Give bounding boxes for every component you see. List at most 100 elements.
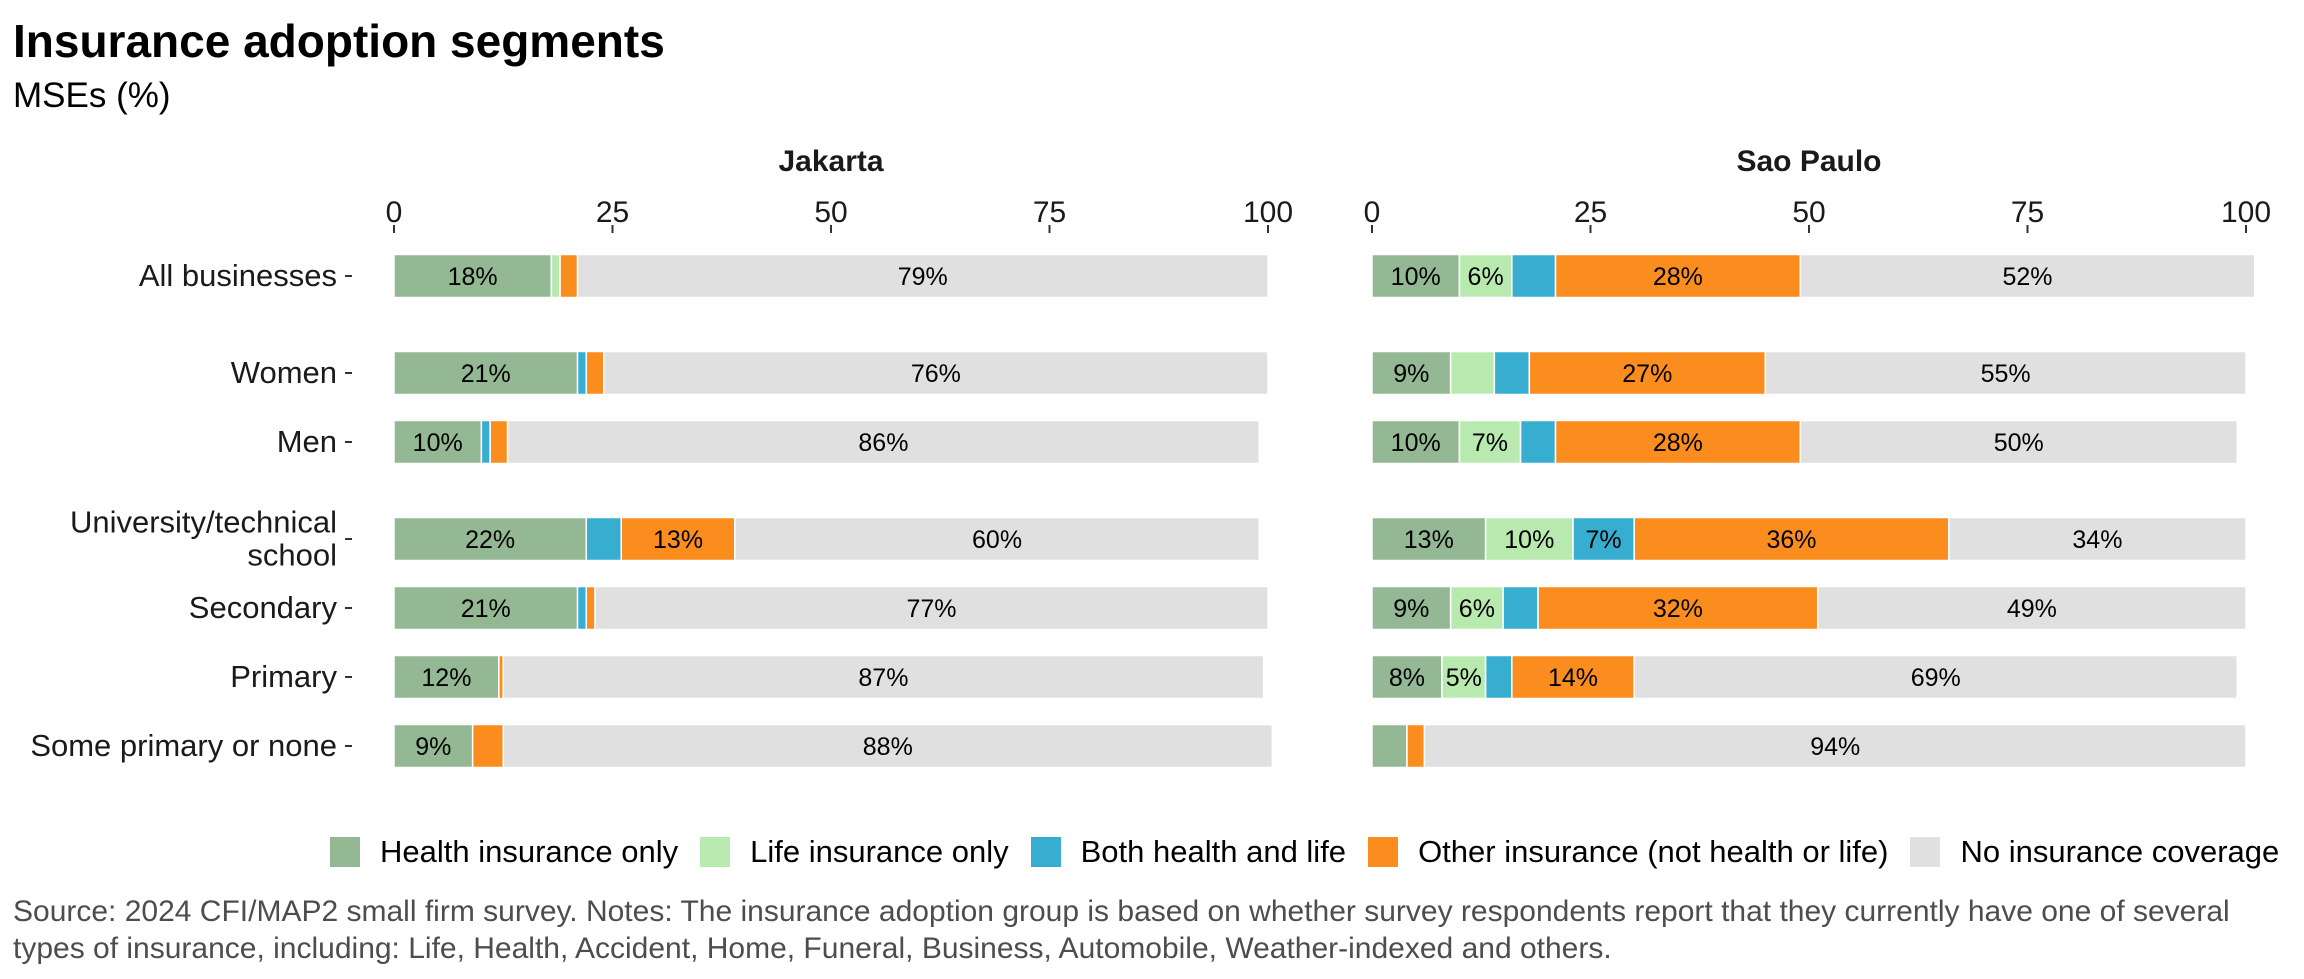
bar-segment	[1371, 253, 1461, 299]
data-label: 77%	[906, 595, 956, 623]
data-label: 13%	[1404, 526, 1454, 554]
data-label: 88%	[863, 733, 913, 761]
data-label: 32%	[1653, 595, 1703, 623]
data-label: 6%	[1459, 595, 1495, 623]
legend-label: Both health and life	[1080, 834, 1347, 869]
data-label: 60%	[972, 526, 1022, 554]
bar-segment	[1537, 585, 1819, 631]
panel-title: Jakarta	[778, 145, 883, 178]
bar-segment	[1449, 350, 1496, 396]
panel-title: Sao Paulo	[1736, 145, 1881, 178]
data-label: 8%	[1389, 664, 1425, 692]
legend-swatch	[1910, 837, 1941, 867]
data-label: 7%	[1586, 526, 1622, 554]
x-tick-label: 50	[814, 196, 847, 229]
bar-segment	[1406, 723, 1426, 769]
bar-segment	[393, 253, 553, 299]
data-label: 6%	[1468, 263, 1504, 291]
y-tick-label: All businesses	[139, 258, 337, 293]
legend-item: Health insurance only	[330, 834, 678, 870]
bar-segment	[1484, 654, 1513, 700]
bar-segment	[1423, 723, 2247, 769]
bar-segment	[1441, 654, 1487, 700]
x-tick-label: 25	[1574, 196, 1607, 229]
bar-segment	[1633, 654, 2239, 700]
bar-segment	[1371, 350, 1452, 396]
x-tick-label: 75	[2011, 196, 2044, 229]
data-label: 34%	[2072, 526, 2122, 554]
x-tick-label: 75	[1033, 196, 1066, 229]
bar-segment	[576, 253, 1269, 299]
bar-segment	[1764, 350, 2247, 396]
x-tick-label: 50	[1792, 196, 1825, 229]
bar-segment	[393, 419, 483, 465]
data-label: 87%	[858, 664, 908, 692]
x-tick-label: 25	[596, 196, 629, 229]
legend-swatch	[1030, 837, 1061, 867]
legend-item: Life insurance only	[700, 834, 1009, 870]
bar-segment	[1519, 419, 1557, 465]
bar-segment	[585, 516, 622, 562]
data-label: 52%	[2002, 263, 2052, 291]
x-tick-label: 100	[1243, 196, 1293, 229]
data-label: 18%	[448, 263, 498, 291]
bar-segment	[594, 585, 1269, 631]
bar-segment	[1371, 585, 1452, 631]
bar-segment	[1799, 419, 2239, 465]
bar-segment	[1371, 723, 1408, 769]
y-tick-label: University/technical	[70, 505, 337, 540]
data-label: 28%	[1653, 263, 1703, 291]
bar-segment	[1554, 419, 1802, 465]
bar-segment	[576, 350, 588, 396]
bar-segment	[1528, 350, 1767, 396]
data-label: 12%	[421, 664, 471, 692]
data-label: 36%	[1766, 526, 1816, 554]
y-tick-label: Primary	[230, 659, 337, 694]
chart-title: Insurance adoption segments	[13, 15, 665, 67]
data-label: 10%	[1391, 429, 1441, 457]
bar-segment	[1484, 516, 1574, 562]
bar-segment	[506, 419, 1261, 465]
legend-swatch	[1368, 837, 1399, 867]
data-label: 10%	[1504, 526, 1554, 554]
legend-swatch	[700, 837, 731, 867]
y-tick-label: Women	[231, 355, 337, 390]
bar-segment	[502, 723, 1274, 769]
bar-segment	[393, 654, 500, 700]
chart-plot: Jakarta 0 25 50 75 100 18% 79% 21% 76% 10% 86% 22% 13…	[30, 145, 2271, 769]
bar-segment	[393, 585, 579, 631]
bar-segment	[1511, 253, 1557, 299]
bar-segment	[1458, 419, 1522, 465]
data-label: 50%	[1994, 429, 2044, 457]
data-label: 21%	[461, 360, 511, 388]
legend-item: No insurance coverage	[1910, 834, 2279, 870]
y-tick-label: Men	[277, 424, 337, 459]
bar-segment	[1502, 585, 1539, 631]
data-label: 13%	[653, 526, 703, 554]
x-tick-label: 0	[386, 196, 403, 229]
x-tick-label: 100	[2221, 196, 2271, 229]
bar-segment	[603, 350, 1269, 396]
legend-swatch	[330, 837, 360, 867]
bar-segment	[585, 585, 596, 631]
data-label: 10%	[413, 429, 463, 457]
data-label: 9%	[1393, 360, 1429, 388]
bar-segment	[1493, 350, 1531, 396]
x-tick-label: 0	[1364, 196, 1381, 229]
data-label: 27%	[1622, 360, 1672, 388]
bar-segment	[550, 253, 561, 299]
data-label: 14%	[1548, 664, 1598, 692]
data-label: 69%	[1911, 664, 1961, 692]
bar-segment	[559, 253, 579, 299]
legend-label: Health insurance only	[380, 834, 679, 869]
bar-segment	[576, 585, 588, 631]
data-label: 5%	[1446, 664, 1482, 692]
bar-segment	[1948, 516, 2247, 562]
bar-segment	[471, 723, 505, 769]
y-tick-label: Secondary	[189, 590, 338, 625]
data-label: 86%	[858, 429, 908, 457]
legend-label: Life insurance only	[750, 834, 1009, 869]
data-label: 9%	[1393, 595, 1429, 623]
legend-label: No insurance coverage	[1960, 834, 2280, 869]
bar-segment	[1799, 253, 2256, 299]
